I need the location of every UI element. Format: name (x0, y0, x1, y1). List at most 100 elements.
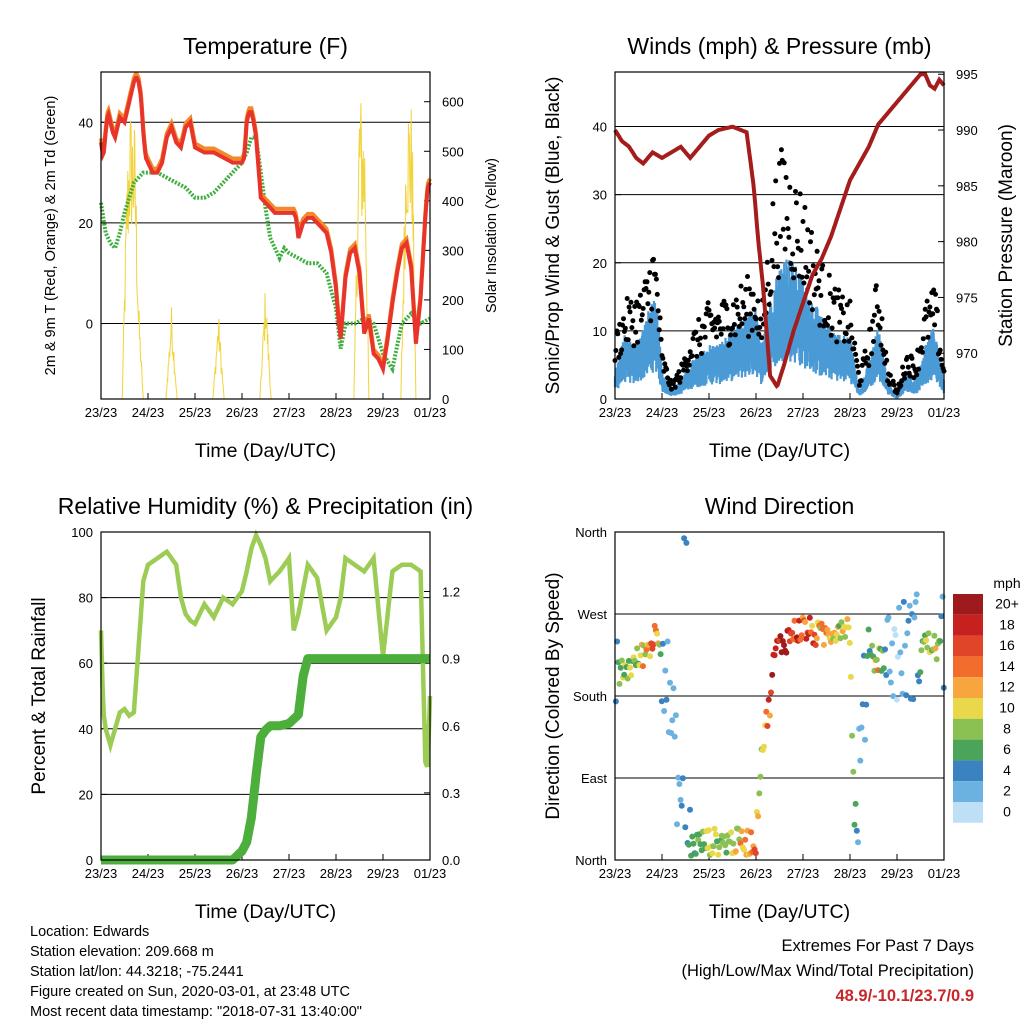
plot-border (100, 531, 431, 861)
direction-point (937, 638, 944, 645)
gust-point (638, 317, 644, 323)
x-axis-label: Time (Day/UTC) (195, 901, 336, 923)
extremes-subtitle: (High/Low/Max Wind/Total Precipitation) (681, 962, 974, 980)
direction-point (757, 773, 764, 780)
gust-point (887, 372, 893, 378)
direction-point (918, 647, 925, 654)
gust-point (696, 317, 702, 322)
gust-point (924, 298, 930, 304)
gust-point (737, 316, 743, 322)
direction-point (723, 849, 730, 856)
gust-point (631, 343, 637, 349)
direction-point (905, 617, 912, 624)
gust-point (647, 270, 653, 276)
gust-point (916, 366, 922, 372)
y2-tick-label: 200 (442, 293, 464, 308)
gust-point (868, 326, 874, 332)
legend-swatch (953, 677, 983, 698)
direction-point (679, 775, 686, 782)
y-tick-label: North (575, 853, 607, 868)
gust-point (933, 291, 938, 297)
gust-point (636, 304, 642, 310)
x-tick-label: 23/23 (85, 866, 118, 881)
extremes-title: Extremes For Past 7 Days (781, 937, 974, 955)
gust-point (616, 354, 622, 360)
direction-point (709, 850, 716, 857)
legend-swatch (953, 656, 983, 678)
gust-point (817, 322, 823, 328)
x-tick-label: 29/23 (881, 866, 914, 881)
gust-point (706, 307, 712, 313)
gust-point (731, 322, 737, 327)
gust-point (740, 300, 746, 305)
gust-point (621, 316, 626, 322)
gust-point (622, 325, 628, 331)
gust-point (656, 327, 662, 333)
x-tick-label: 27/23 (273, 405, 306, 420)
direction-point (938, 613, 945, 620)
direction-point (765, 696, 772, 703)
x-tick-label: 26/23 (740, 405, 773, 420)
gust-point (877, 325, 883, 331)
legend-label: 18 (999, 616, 1015, 632)
direction-point (802, 619, 809, 625)
gust-point (876, 308, 882, 314)
gust-point (793, 200, 799, 206)
gust-point (733, 297, 739, 303)
gust-point (776, 275, 782, 281)
gust-point (853, 351, 859, 357)
gust-point (826, 272, 832, 278)
x-axis-label: Time (Day/UTC) (709, 440, 850, 462)
direction-point (768, 689, 774, 696)
gust-point (791, 275, 797, 281)
x-tick-label: 27/23 (787, 866, 820, 881)
direction-point (722, 842, 729, 849)
rh-line (98, 529, 433, 768)
direction-point (712, 831, 719, 838)
gust-point (630, 318, 636, 324)
y2-tick-label: 980 (956, 235, 978, 250)
x-tick-label: 28/23 (320, 866, 353, 881)
direction-point (932, 645, 939, 652)
legend-label: 0 (1003, 804, 1011, 820)
direction-point (803, 635, 810, 642)
gust-point (818, 293, 824, 298)
y-axis-label: Percent & Total Rainfall (29, 597, 50, 794)
gust-point (918, 345, 924, 351)
x-axis-label: Time (Day/UTC) (195, 440, 336, 462)
gust-point (809, 307, 815, 313)
direction-point (650, 641, 657, 648)
gust-point (820, 263, 826, 268)
direction-point (716, 844, 723, 851)
legend-swatch (953, 718, 983, 740)
direction-point (862, 736, 868, 743)
gust-point (919, 349, 925, 355)
gust-point (758, 316, 764, 322)
direction-point (838, 619, 845, 626)
gust-point (866, 363, 872, 369)
gust-point (677, 379, 683, 385)
x-tick-label: 25/23 (179, 405, 212, 420)
x-tick-label: 01/23 (928, 405, 961, 420)
gust-points (612, 147, 947, 396)
legend-label: 12 (999, 679, 1015, 695)
direction-point (657, 651, 664, 658)
gust-point (774, 240, 780, 246)
x-tick-label: 01/23 (414, 866, 447, 881)
y-axis-label: 2m & 9m T (Red, Orange) & 2m Td (Green) (43, 96, 59, 376)
direction-point (809, 622, 816, 629)
gust-point (810, 263, 816, 269)
gust-point (905, 364, 911, 370)
gust-point (648, 318, 654, 324)
direction-point (913, 591, 920, 598)
direction-point (897, 649, 904, 656)
gust-point (627, 309, 633, 315)
gust-point (927, 304, 933, 310)
direction-point (933, 656, 940, 663)
gust-point (676, 369, 682, 375)
plot-border (614, 71, 945, 400)
direction-point (690, 840, 697, 847)
legend-label: 4 (1003, 762, 1011, 778)
x-tick-label: 01/23 (928, 866, 961, 881)
